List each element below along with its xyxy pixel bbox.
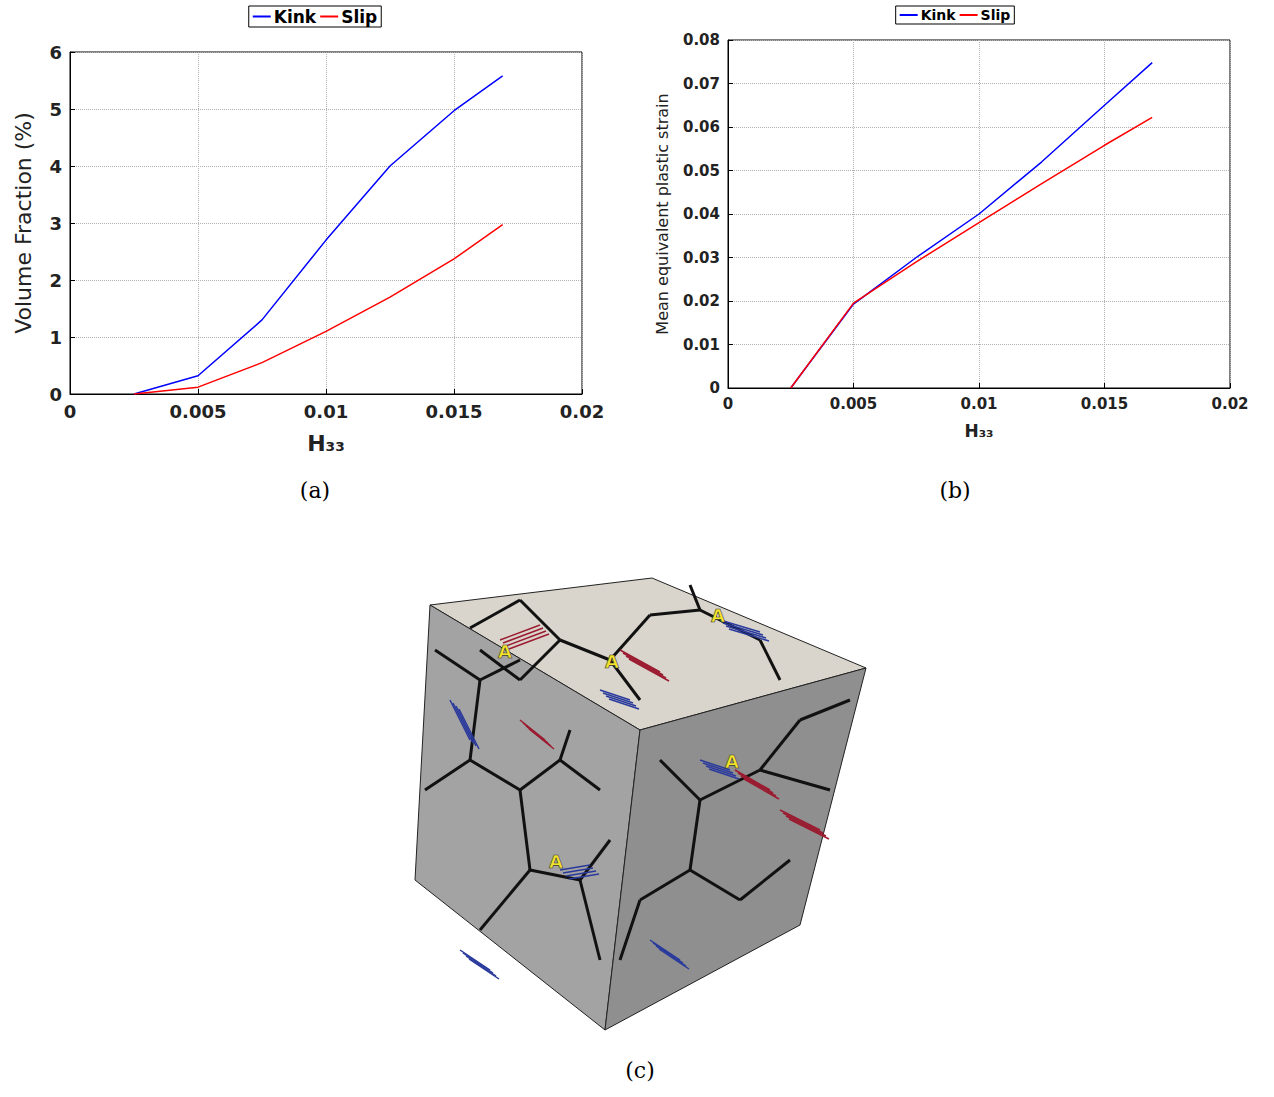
svg-text:Slip: Slip (981, 7, 1011, 23)
svg-text:0.07: 0.07 (683, 75, 720, 93)
svg-text:A: A (498, 641, 512, 662)
svg-text:0: 0 (723, 395, 733, 413)
svg-text:0.015: 0.015 (426, 401, 483, 422)
svg-text:0.005: 0.005 (170, 401, 227, 422)
svg-text:A: A (725, 751, 739, 772)
svg-text:0.03: 0.03 (683, 249, 720, 267)
svg-text:0.005: 0.005 (830, 395, 877, 413)
svg-text:Kink: Kink (921, 7, 957, 23)
svg-text:0: 0 (710, 379, 720, 397)
svg-text:A: A (711, 605, 725, 626)
svg-text:0.01: 0.01 (683, 336, 720, 354)
svg-text:0: 0 (64, 401, 77, 422)
svg-text:0: 0 (49, 384, 62, 405)
svg-text:0.01: 0.01 (960, 395, 997, 413)
svg-text:Mean equivalent plastic strain: Mean equivalent plastic strain (653, 93, 672, 334)
svg-text:0.08: 0.08 (683, 31, 720, 49)
html-text:(b): (b) (939, 478, 971, 503)
svg-text:0.05: 0.05 (683, 162, 720, 180)
svg-text:3: 3 (49, 213, 62, 234)
svg-text:0.02: 0.02 (560, 401, 604, 422)
svg-text:H₃₃: H₃₃ (964, 421, 993, 441)
svg-text:A: A (549, 851, 563, 872)
svg-text:Slip: Slip (341, 7, 377, 27)
svg-text:0.06: 0.06 (683, 118, 720, 136)
html-text:(c): (c) (625, 1058, 655, 1083)
svg-text:H₃₃: H₃₃ (307, 431, 345, 456)
svg-text:0.02: 0.02 (1211, 395, 1248, 413)
svg-text:Kink: Kink (274, 7, 317, 27)
svg-text:1: 1 (49, 327, 62, 348)
svg-text:A: A (605, 651, 619, 672)
svg-text:0.02: 0.02 (683, 292, 720, 310)
svg-text:4: 4 (49, 156, 62, 177)
svg-text:2: 2 (49, 270, 62, 291)
svg-text:0.015: 0.015 (1081, 395, 1128, 413)
svg-text:Volume Fraction (%): Volume Fraction (%) (11, 112, 36, 334)
svg-text:5: 5 (49, 99, 62, 120)
svg-text:6: 6 (49, 42, 62, 63)
svg-text:0.04: 0.04 (683, 205, 720, 223)
svg-text:0.01: 0.01 (304, 401, 348, 422)
html-text:(a): (a) (299, 478, 331, 503)
